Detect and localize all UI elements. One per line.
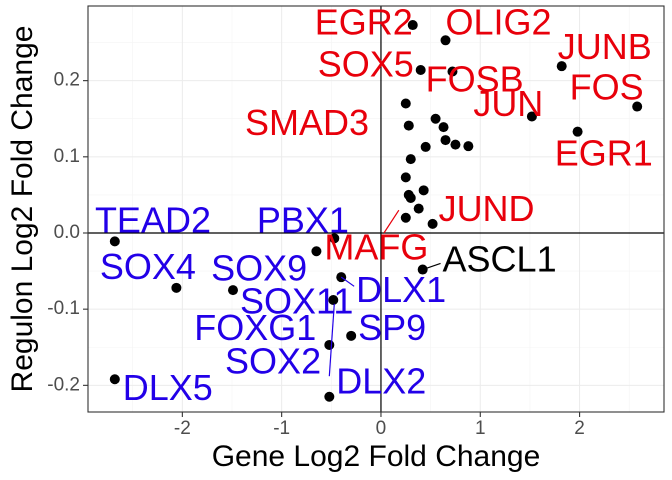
- label-leader-line: [328, 303, 335, 377]
- gene-label: PBX1: [257, 200, 349, 241]
- gene-label: MAFG: [324, 226, 428, 267]
- data-point: [324, 391, 335, 402]
- gene-label: DLX1: [356, 269, 446, 310]
- data-point: [440, 135, 451, 146]
- y-tick-label: -0.2: [47, 374, 80, 395]
- data-point: [329, 233, 340, 244]
- data-point: [463, 141, 474, 152]
- gene-label: OLIG2: [446, 2, 552, 43]
- axis-ticks: -2 -1 0 1 2 -0.2 -0.1 0.0 0.1 0.2: [47, 70, 585, 439]
- label-leader-lines: [328, 209, 441, 377]
- x-tick-label: 0: [376, 418, 387, 439]
- x-tick-label: 1: [475, 418, 486, 439]
- y-tick-label: -0.1: [47, 298, 80, 319]
- data-point: [400, 212, 411, 223]
- data-point: [171, 282, 182, 293]
- data-point: [407, 20, 418, 31]
- data-point: [109, 374, 120, 385]
- data-point: [632, 101, 643, 112]
- gene-label: EGR2: [315, 2, 413, 43]
- gene-label: SOX9: [211, 248, 307, 289]
- data-point: [405, 154, 416, 165]
- plot-panel-border: [87, 5, 665, 413]
- gene-label: DLX2: [336, 360, 426, 401]
- data-point: [440, 35, 451, 46]
- y-tick-label: 0.0: [54, 222, 80, 243]
- data-point: [572, 126, 583, 137]
- label-leader-line: [422, 262, 441, 271]
- y-tick-label: 0.1: [54, 146, 80, 167]
- data-point: [415, 64, 426, 75]
- data-point: [556, 61, 567, 72]
- data-point: [418, 185, 429, 196]
- data-point: [324, 339, 335, 350]
- x-tick-label: -1: [273, 418, 290, 439]
- gene-label: SOX5: [318, 43, 414, 84]
- data-point: [311, 246, 322, 257]
- data-point: [430, 113, 441, 124]
- data-point: [400, 172, 411, 183]
- gene-label: TEAD2: [95, 200, 211, 241]
- label-leader-line: [340, 276, 355, 287]
- data-point: [346, 330, 357, 341]
- gene-label: FOXG1: [194, 307, 316, 348]
- gene-label: FOS: [570, 66, 644, 107]
- gene-label: JUN: [473, 83, 543, 124]
- data-point: [405, 192, 416, 203]
- data-point: [526, 111, 537, 122]
- data-point: [400, 98, 411, 109]
- data-point: [438, 122, 449, 133]
- data-point: [413, 203, 424, 214]
- y-tick-label: 0.2: [54, 70, 80, 91]
- gene-label: SOX11: [240, 280, 353, 321]
- data-point: [403, 120, 414, 131]
- data-point: [109, 236, 120, 247]
- data-point: [420, 141, 431, 152]
- label-leader-line: [383, 209, 400, 234]
- zero-reference-lines: [88, 6, 664, 412]
- gene-label: JUND: [439, 188, 535, 229]
- data-point: [227, 285, 238, 296]
- gene-label: EGR1: [555, 133, 653, 174]
- data-point: [447, 66, 458, 77]
- x-axis-title: Gene Log2 Fold Change: [212, 440, 541, 473]
- gene-label: SOX2: [225, 341, 321, 382]
- gene-label: ASCL1: [443, 238, 557, 279]
- gene-label: SP9: [358, 307, 426, 348]
- gene-label: FOSB: [426, 59, 524, 100]
- x-tick-label: -2: [174, 418, 191, 439]
- data-points: [109, 20, 643, 402]
- data-point: [450, 139, 461, 150]
- gene-label: DLX5: [123, 367, 213, 408]
- y-axis-title: Regulon Log2 Fold Change: [6, 26, 39, 393]
- gene-label: SMAD3: [245, 102, 369, 143]
- gene-label: JUNB: [558, 26, 652, 67]
- gene-label: SOX4: [100, 246, 196, 287]
- data-point: [328, 295, 339, 306]
- x-tick-label: 2: [574, 418, 585, 439]
- data-point: [427, 218, 438, 229]
